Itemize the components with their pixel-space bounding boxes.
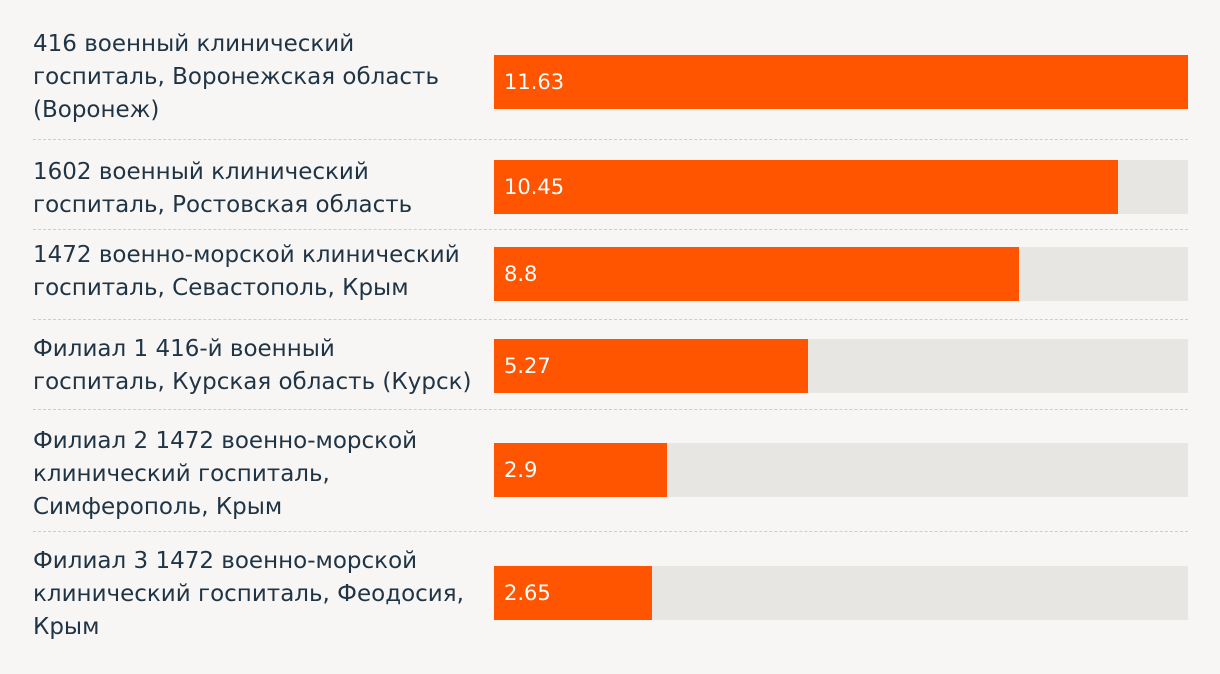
row-divider bbox=[33, 409, 1188, 410]
category-label: Филиал 3 1472 военно-морской клинический… bbox=[33, 548, 464, 640]
chart-row: 416 военный клинический госпиталь, Ворон… bbox=[0, 0, 1220, 140]
bar-track: 5.27 bbox=[494, 339, 1188, 393]
chart-row: Филиал 3 1472 военно-морской клинический… bbox=[0, 532, 1220, 674]
row-divider bbox=[33, 229, 1188, 230]
bar bbox=[494, 160, 1118, 214]
bar bbox=[494, 339, 808, 393]
chart-row: Филиал 1 416-й военный госпиталь, Курска… bbox=[0, 320, 1220, 410]
chart-row: Филиал 2 1472 военно-морской клинический… bbox=[0, 410, 1220, 532]
bar-track: 2.9 bbox=[494, 443, 1188, 497]
bar-value-label: 2.65 bbox=[504, 581, 551, 605]
bar-track: 10.45 bbox=[494, 160, 1188, 214]
category-label: 1602 военный клинический госпиталь, Рост… bbox=[33, 159, 413, 218]
bar-track: 11.63 bbox=[494, 55, 1188, 109]
bar-value-label: 2.9 bbox=[504, 458, 538, 482]
bar-value-label: 8.8 bbox=[504, 262, 538, 286]
bar-track: 2.65 bbox=[494, 566, 1188, 620]
chart-row: 1602 военный клинический госпиталь, Рост… bbox=[0, 140, 1220, 230]
bar-value-label: 10.45 bbox=[504, 175, 565, 199]
category-label: Филиал 2 1472 военно-морской клинический… bbox=[33, 428, 418, 520]
category-label: 416 военный клинический госпиталь, Ворон… bbox=[33, 31, 440, 123]
bar-track: 8.8 bbox=[494, 247, 1188, 301]
bar bbox=[494, 247, 1019, 301]
row-divider bbox=[33, 531, 1188, 532]
category-label: Филиал 1 416-й военный госпиталь, Курска… bbox=[33, 336, 472, 395]
category-label: 1472 военно-морской клинический госпитал… bbox=[33, 242, 460, 301]
bar bbox=[494, 443, 667, 497]
bar bbox=[494, 566, 652, 620]
bar-value-label: 11.63 bbox=[504, 70, 565, 94]
row-divider bbox=[33, 139, 1188, 140]
bar-value-label: 5.27 bbox=[504, 354, 551, 378]
row-divider bbox=[33, 319, 1188, 320]
bar bbox=[494, 55, 1188, 109]
chart-row: 1472 военно-морской клинический госпитал… bbox=[0, 230, 1220, 320]
